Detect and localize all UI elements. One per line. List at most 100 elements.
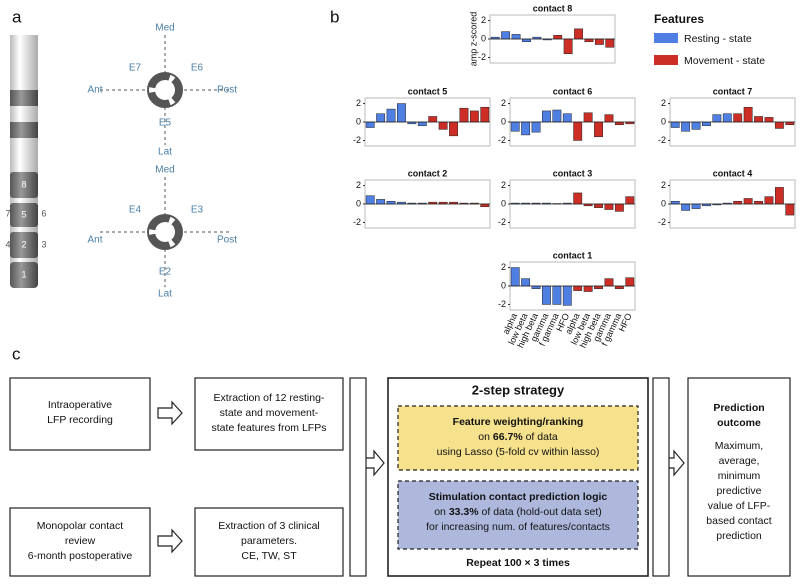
y-tick-label: -2	[658, 135, 666, 145]
bar	[774, 121, 784, 129]
bar	[510, 121, 520, 132]
text-part: 33.3%	[449, 506, 479, 518]
bar	[670, 121, 680, 128]
bar	[754, 116, 763, 123]
y-tick-label: 2	[501, 180, 506, 190]
bar	[594, 121, 603, 138]
bar	[691, 121, 701, 130]
legend-title: Features	[654, 12, 704, 26]
direction-label: E3	[191, 205, 204, 216]
direction-label: Post	[217, 85, 237, 96]
y-tick-label: 0	[356, 116, 361, 126]
y-tick-label: 2	[661, 98, 666, 108]
flow-text: average,	[719, 455, 760, 467]
bar	[531, 285, 541, 290]
y-tick-label: 0	[356, 198, 361, 208]
flow-text: 6-month postoperative	[28, 550, 133, 562]
bar	[594, 203, 603, 208]
flow-text: Maximum,	[715, 440, 763, 452]
bar	[449, 121, 458, 137]
y-tick-label: -2	[498, 217, 506, 227]
flow-text: review	[65, 535, 96, 547]
bar	[584, 38, 594, 43]
flow-text: prediction	[716, 530, 762, 542]
flow-text: value of LFP-	[708, 500, 771, 512]
y-tick-label: 0	[661, 116, 666, 126]
text-part: on	[434, 506, 446, 518]
bar	[681, 121, 691, 132]
bar	[531, 121, 541, 133]
flow-text: LFP recording	[47, 414, 113, 426]
bar	[702, 121, 711, 126]
bar	[743, 106, 753, 123]
cross-sections	[100, 35, 230, 287]
bar	[594, 38, 604, 45]
bar	[574, 28, 583, 40]
bar	[480, 203, 490, 208]
y-tick-label: -2	[658, 217, 666, 227]
bar	[552, 109, 562, 123]
bar	[625, 277, 635, 287]
y-tick-label: -2	[353, 217, 361, 227]
lead-label: 6	[41, 208, 46, 218]
flow-text: state and movement-	[220, 407, 319, 419]
y-tick-label: 0	[501, 280, 506, 290]
step-line: for increasing num. of features/contacts	[426, 521, 610, 533]
direction-label: Post	[217, 235, 237, 246]
bar	[785, 121, 795, 126]
repeat-label: Repeat 100 × 3 times	[466, 557, 570, 569]
segment	[148, 233, 171, 250]
lead-label: 8	[21, 179, 26, 189]
bar	[386, 108, 396, 123]
bar	[522, 38, 531, 43]
bar	[552, 285, 562, 305]
flow-text: Extraction of 12 resting-	[214, 392, 325, 404]
lead-label: 3	[41, 239, 46, 249]
step-title: Feature weighting/ranking	[453, 416, 584, 428]
step-title: Stimulation contact prediction logic	[429, 491, 608, 503]
bar	[681, 203, 691, 211]
y-tick-label: 2	[356, 98, 361, 108]
y-tick-label: 0	[661, 198, 666, 208]
lead-label: 7	[5, 208, 10, 218]
bar	[785, 203, 795, 216]
y-tick-label: 2	[501, 98, 506, 108]
bar	[774, 187, 784, 205]
text-part: 66.7%	[493, 431, 523, 443]
bar	[469, 110, 479, 123]
bar	[712, 114, 722, 123]
bar	[733, 113, 743, 123]
bar	[722, 113, 732, 123]
text-part: of data (hold-out data set)	[482, 506, 602, 518]
bar	[604, 278, 614, 287]
legend-label: Movement - state	[684, 55, 765, 67]
text-part: of data	[526, 431, 558, 443]
bar	[573, 285, 583, 291]
step-line: on 33.3% of data (hold-out data set)	[434, 506, 602, 518]
y-tick-label: -2	[478, 52, 486, 62]
direction-label: E2	[159, 267, 172, 278]
chart-title: contact 5	[408, 86, 448, 96]
y-tick-label: 2	[661, 180, 666, 190]
bar	[521, 278, 531, 287]
bar	[614, 285, 624, 290]
bar	[438, 121, 448, 130]
text-part: on	[478, 431, 490, 443]
bar	[510, 267, 520, 287]
bar	[563, 38, 573, 55]
bar	[386, 200, 396, 205]
bar	[733, 200, 743, 205]
direction-label: E4	[129, 205, 142, 216]
flow-text: state features from LFPs	[212, 422, 327, 434]
bar	[764, 117, 774, 123]
flow-text: based contact	[706, 515, 771, 527]
bar	[365, 195, 375, 205]
chart-title: contact 1	[553, 250, 593, 260]
y-tick-label: -2	[498, 135, 506, 145]
y-tick-label: 2	[356, 180, 361, 190]
bar	[583, 285, 593, 292]
chart-title: contact 4	[713, 168, 753, 178]
y-tick-label: 0	[501, 198, 506, 208]
flow-text: predictive	[717, 485, 762, 497]
panel-label: a	[12, 7, 22, 26]
